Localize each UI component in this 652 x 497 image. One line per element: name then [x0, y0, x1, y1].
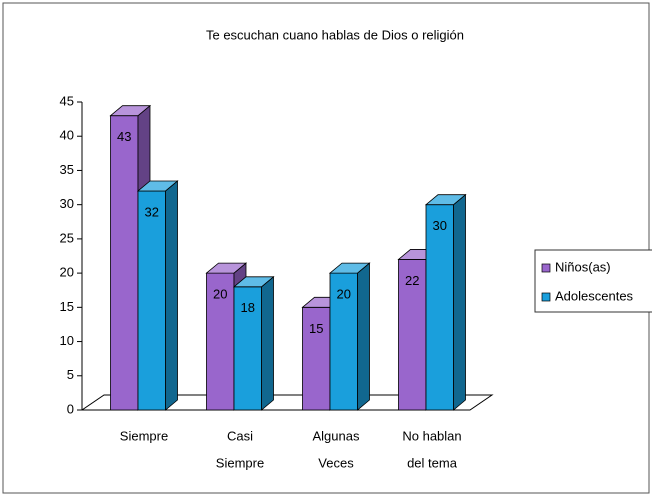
data-label: 15	[309, 321, 323, 336]
bar-top	[232, 276, 275, 288]
x-tick-label: Siempre	[120, 428, 168, 443]
bar-top	[328, 262, 371, 274]
data-label: 20	[213, 287, 227, 302]
y-tick-label: 20	[60, 265, 74, 280]
bar-top	[136, 180, 179, 192]
legend-swatch	[541, 263, 551, 273]
legend-label: Adolescentes	[555, 288, 634, 303]
legend-swatch	[541, 292, 551, 302]
bar	[424, 193, 467, 411]
x-tick-label: No hablan	[402, 428, 461, 443]
bar-side	[261, 275, 274, 411]
bar	[136, 180, 179, 411]
x-tick-label: del tema	[407, 455, 458, 470]
bar-front	[110, 115, 139, 411]
legend-label: Niños(as)	[555, 259, 611, 274]
chart-title: Te escuchan cuano hablas de Dios o relig…	[206, 27, 464, 42]
data-label: 18	[241, 300, 255, 315]
y-tick-label: 30	[60, 196, 74, 211]
y-tick-label: 40	[60, 128, 74, 143]
y-tick-label: 25	[60, 230, 74, 245]
x-tick-label: Siempre	[216, 455, 264, 470]
bar-side	[453, 193, 466, 411]
x-tick-label: Veces	[318, 455, 354, 470]
y-tick-label: 10	[60, 333, 74, 348]
y-tick-label: 15	[60, 299, 74, 314]
bar-top	[109, 105, 152, 117]
data-label: 30	[433, 218, 447, 233]
bar-front	[137, 190, 166, 411]
bar	[232, 275, 275, 411]
data-label: 22	[405, 273, 419, 288]
data-label: 20	[337, 287, 351, 302]
x-tick-label: Casi	[227, 428, 253, 443]
y-tick-label: 0	[67, 401, 74, 416]
y-tick-label: 45	[60, 93, 74, 108]
data-label: 32	[145, 204, 159, 219]
data-label: 43	[117, 129, 131, 144]
bar-top	[205, 262, 248, 274]
bar-side	[357, 262, 370, 411]
y-tick-label: 35	[60, 162, 74, 177]
bar-top	[424, 194, 467, 206]
bar-front	[425, 204, 454, 411]
bar-front	[302, 306, 331, 411]
bar	[328, 262, 371, 411]
bar-front	[329, 272, 358, 411]
y-tick-label: 5	[67, 367, 74, 382]
x-tick-label: Algunas	[313, 428, 360, 443]
legend-box	[534, 249, 652, 313]
bar-front	[233, 286, 262, 411]
bar-side	[165, 180, 178, 411]
